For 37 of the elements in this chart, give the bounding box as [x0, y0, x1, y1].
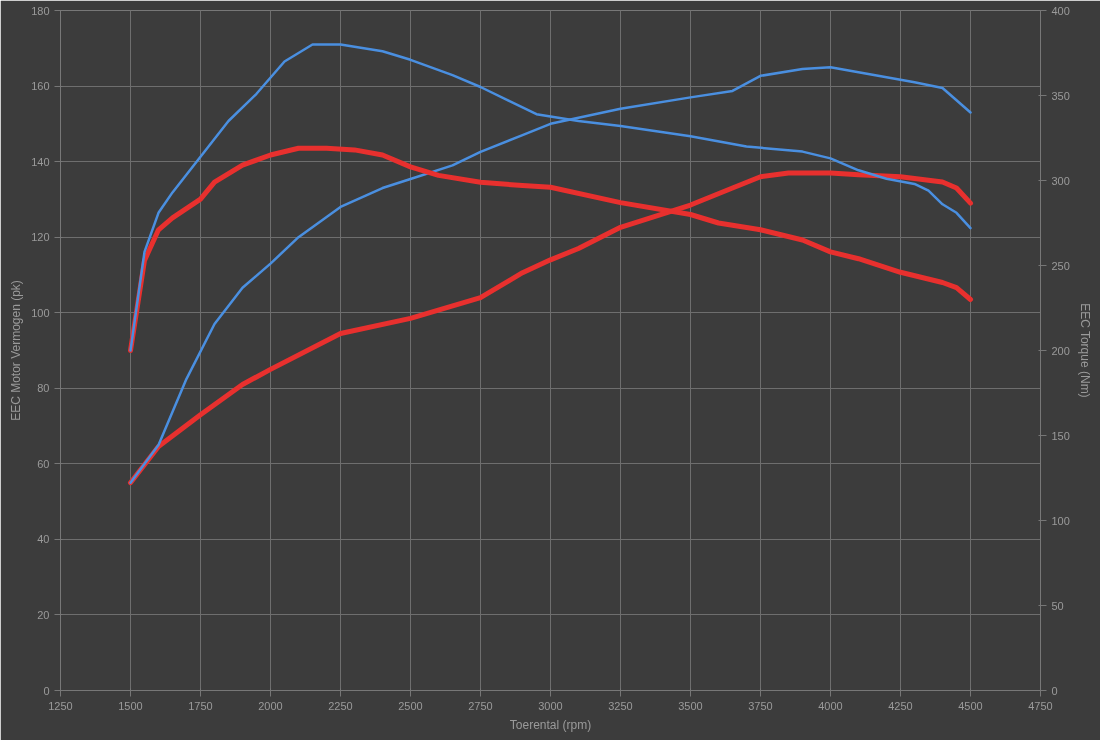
y-tick-label: 180 [31, 4, 50, 17]
x-tick-label: 4250 [888, 699, 913, 712]
y2-tick-label: 200 [1051, 344, 1070, 357]
x-tick-label: 3000 [538, 699, 563, 712]
x-tick-label: 1750 [188, 699, 213, 712]
y2-tick-label: 0 [1051, 684, 1058, 697]
x-tick-label: 3500 [678, 699, 703, 712]
y-tick-label: 40 [37, 533, 50, 546]
x-tick-label: 1500 [118, 699, 143, 712]
x-tick-label: 3750 [748, 699, 773, 712]
y-tick-label: 20 [37, 608, 50, 621]
x-tick-label: 2250 [328, 699, 353, 712]
y-tick-label: 0 [43, 684, 50, 697]
y2-tick-label: 250 [1051, 259, 1070, 272]
y2-tick-label: 400 [1051, 4, 1070, 17]
y-tick-label: 140 [31, 155, 50, 168]
y-tick-label: 160 [31, 80, 50, 93]
y2-tick-label: 350 [1051, 89, 1070, 102]
y2-tick-label: 100 [1051, 514, 1070, 527]
x-tick-label: 3250 [608, 699, 633, 712]
y-tick-label: 100 [31, 306, 50, 319]
y2-axis-title: EEC Torque (Nm) [1077, 303, 1092, 398]
y2-tick-label: 300 [1051, 174, 1070, 187]
y-axis-title: EEC Motor Vermogen (pk) [9, 280, 24, 421]
y2-tick-label: 50 [1051, 599, 1064, 612]
y2-tick-label: 150 [1051, 429, 1070, 442]
x-axis-title: Toerental (rpm) [509, 717, 592, 732]
y-tick-label: 120 [31, 231, 50, 244]
x-tick-label: 1250 [48, 699, 73, 712]
x-tick-label: 2000 [258, 699, 283, 712]
x-tick-label: 2500 [398, 699, 423, 712]
y-tick-label: 80 [37, 382, 50, 395]
x-tick-label: 4500 [958, 699, 983, 712]
x-tick-label: 2750 [468, 699, 493, 712]
y-tick-label: 60 [37, 457, 50, 470]
x-tick-label: 4750 [1028, 699, 1053, 712]
x-tick-label: 4000 [818, 699, 843, 712]
